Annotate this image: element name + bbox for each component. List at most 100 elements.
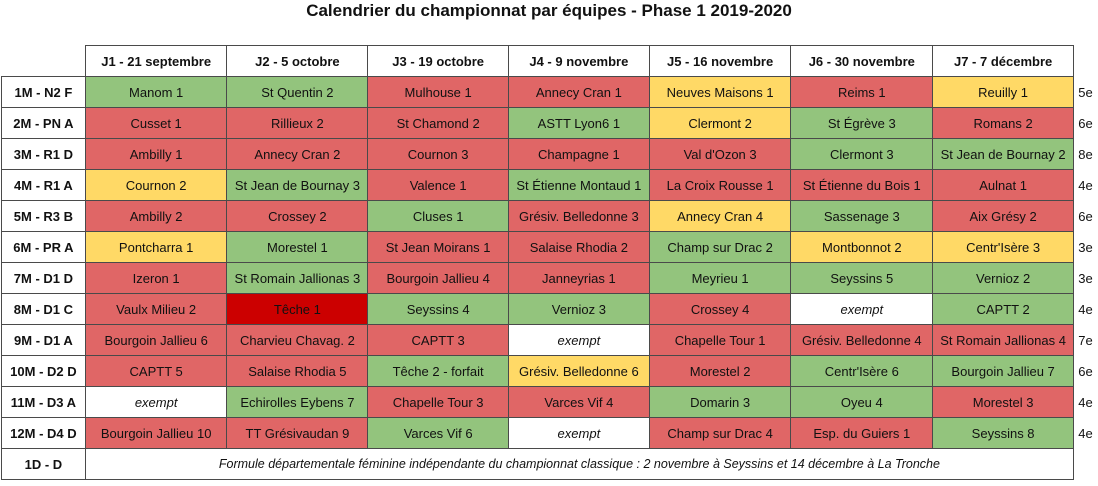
header-row: J1 - 21 septembre J2 - 5 octobre J3 - 19…	[1, 45, 1098, 77]
match-cell: Crossey 4	[648, 293, 792, 325]
match-cell: Oyeu 4	[790, 386, 934, 418]
match-cell: Annecy Cran 2	[226, 138, 369, 170]
match-cell: Salaise Rhodia 2	[507, 231, 650, 263]
match-cell: Grésiv. Belledonne 6	[507, 355, 650, 387]
team-name: 7M - D1 D	[1, 262, 86, 294]
team-row: 9M - D1 A Bourgoin Jallieu 6 Charvieu Chav…	[1, 324, 1098, 356]
rank-cell: 6e	[1078, 115, 1093, 131]
match-cell: La Croix Rousse 1	[648, 169, 792, 201]
match-cell: Varces Vif 6	[367, 417, 509, 449]
rank-cell: 8e	[1078, 146, 1093, 162]
match-cell: Crossey 2	[226, 200, 369, 232]
match-cell: Bourgoin Jallieu 4	[367, 262, 509, 294]
match-cell: Chapelle Tour 3	[367, 386, 509, 418]
match-cell: St Jean de Bournay 2	[932, 138, 1075, 170]
match-cell: CAPTT 5	[84, 355, 228, 387]
match-cell: Bourgoin Jallieu 10	[84, 417, 228, 449]
match-cell: Cournon 2	[84, 169, 228, 201]
team-name: 3M - R1 D	[1, 138, 86, 170]
match-cell: Echirolles Eybens 7	[226, 386, 369, 418]
round-header: J4 - 9 novembre	[507, 45, 650, 77]
match-cell: Annecy Cran 1	[507, 76, 650, 108]
match-cell: Centr'Isère 6	[790, 355, 934, 387]
round-header: J1 - 21 septembre	[84, 45, 228, 77]
match-cell: Varces Vif 4	[507, 386, 650, 418]
team-row: 10M - D2 D CAPTT 5 Salaise Rhodia 5 Têche 2…	[1, 355, 1098, 387]
match-cell: Esp. du Guiers 1	[790, 417, 934, 449]
match-cell: Vernioz 3	[507, 293, 650, 325]
rank-cell: 4e	[1078, 425, 1093, 441]
rank-cell: 4e	[1078, 177, 1093, 193]
match-cell: Vaulx Milieu 2	[84, 293, 228, 325]
match-cell: Champ sur Drac 4	[648, 417, 792, 449]
rank-cell: 7e	[1078, 332, 1093, 348]
round-header: J2 - 5 octobre	[226, 45, 369, 77]
match-cell: CAPTT 3	[367, 324, 509, 356]
match-cell: Morestel 3	[932, 386, 1075, 418]
exempt-cell: exempt	[507, 324, 650, 356]
match-cell: Champ sur Drac 2	[648, 231, 792, 263]
team-name: 1M - N2 F	[1, 76, 86, 108]
footer-note: Formule départementale féminine indépend…	[84, 448, 1075, 480]
match-cell: CAPTT 2	[932, 293, 1075, 325]
team-name: 4M - R1 A	[1, 169, 86, 201]
match-cell: Clermont 2	[648, 107, 792, 139]
calendar-table: J1 - 21 septembre J2 - 5 octobre J3 - 19…	[1, 45, 1098, 480]
match-cell: Seyssins 5	[790, 262, 934, 294]
team-name: 5M - R3 B	[1, 200, 86, 232]
match-cell: Janneyrias 1	[507, 262, 650, 294]
match-cell: St Égrève 3	[790, 107, 934, 139]
rank-cell: 3e	[1078, 270, 1093, 286]
round-header: J5 - 16 novembre	[648, 45, 792, 77]
match-cell: Sassenage 3	[790, 200, 934, 232]
page-title: Calendrier du championnat par équipes - …	[306, 1, 792, 20]
corner-cell	[1, 45, 86, 77]
match-cell: St Étienne du Bois 1	[790, 169, 934, 201]
rank-cell: 4e	[1078, 394, 1093, 410]
rank-cell: 6e	[1078, 363, 1093, 379]
team-row: 8M - D1 C Vaulx Milieu 2 Têche 1 Seyssins 4…	[1, 293, 1098, 325]
match-cell: Mulhouse 1	[367, 76, 509, 108]
match-cell: Seyssins 4	[367, 293, 509, 325]
match-cell: Aulnat 1	[932, 169, 1075, 201]
rank-cell: 6e	[1078, 208, 1093, 224]
match-cell: St Jean Moirans 1	[367, 231, 509, 263]
team-name: 9M - D1 A	[1, 324, 86, 356]
team-name: 2M - PN A	[1, 107, 86, 139]
exempt-cell: exempt	[84, 386, 228, 418]
match-cell: Grésiv. Belledonne 4	[790, 324, 934, 356]
footer-row: 1D - D Formule départementale féminine i…	[1, 448, 1098, 480]
rank-cell: 5e	[1078, 84, 1093, 100]
match-cell: Ambilly 2	[84, 200, 228, 232]
rank-cell: 4e	[1078, 301, 1093, 317]
corner-cell	[1073, 45, 1098, 77]
match-cell: Bourgoin Jallieu 7	[932, 355, 1075, 387]
match-cell: TT Grésivaudan 9	[226, 417, 369, 449]
round-header: J6 - 30 novembre	[790, 45, 934, 77]
match-cell: Neuves Maisons 1	[648, 76, 792, 108]
match-cell: St Chamond 2	[367, 107, 509, 139]
team-name: 1D - D	[1, 448, 86, 480]
team-row: 5M - R3 B Ambilly 2 Crossey 2 Cluses 1 Grési…	[1, 200, 1098, 232]
match-cell: ASTT Lyon6 1	[507, 107, 650, 139]
team-name: 11M - D3 A	[1, 386, 86, 418]
match-cell: Têche 2 - forfait	[367, 355, 509, 387]
match-cell: Romans 2	[932, 107, 1075, 139]
match-cell: Seyssins 8	[932, 417, 1075, 449]
match-cell: Bourgoin Jallieu 6	[84, 324, 228, 356]
match-cell: Chapelle Tour 1	[648, 324, 792, 356]
round-header: J7 - 7 décembre	[932, 45, 1075, 77]
team-row: 1M - N2 F Manom 1 St Quentin 2 Mulhouse 1 An…	[1, 76, 1098, 108]
match-cell: St Étienne Montaud 1	[507, 169, 650, 201]
match-cell: Centr'Isère 3	[932, 231, 1075, 263]
match-cell: Cournon 3	[367, 138, 509, 170]
team-row: 12M - D4 D Bourgoin Jallieu 10 TT Grésivau…	[1, 417, 1098, 449]
team-row: 4M - R1 A Cournon 2 St Jean de Bournay 3 Va…	[1, 169, 1098, 201]
empty-rank	[1074, 449, 1098, 480]
match-cell: Grésiv. Belledonne 3	[507, 200, 650, 232]
team-name: 12M - D4 D	[1, 417, 86, 449]
match-cell: Aix Grésy 2	[932, 200, 1075, 232]
team-row: 6M - PR A Pontcharra 1 Morestel 1 St Jean M…	[1, 231, 1098, 263]
